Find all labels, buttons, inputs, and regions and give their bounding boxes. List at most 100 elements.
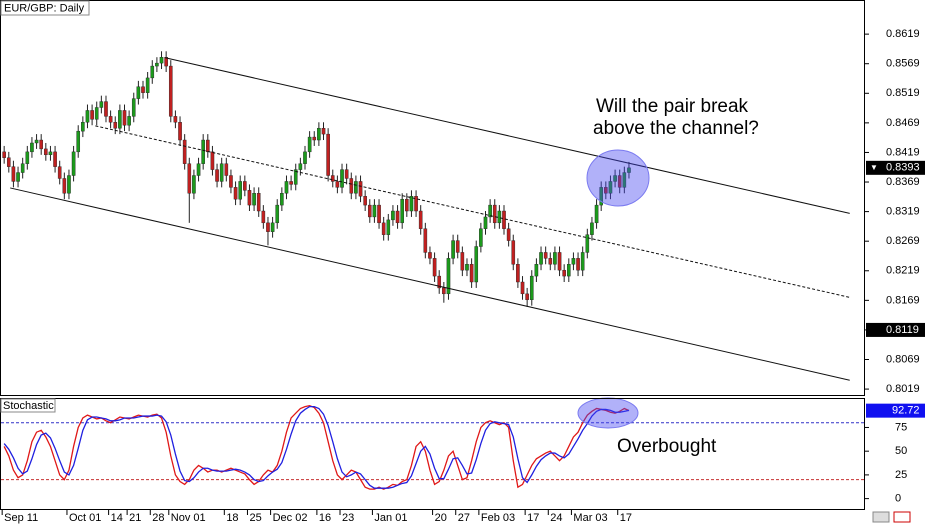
x-tick-label: 16 xyxy=(319,512,331,524)
candle-body xyxy=(363,196,367,206)
candle-body xyxy=(201,139,205,164)
y-tick-label: 0.8319 xyxy=(886,206,920,218)
candle-body xyxy=(104,101,108,117)
last-price-box xyxy=(866,160,925,175)
price-pane-frame xyxy=(0,0,865,396)
title-box xyxy=(0,0,90,16)
candle-body xyxy=(118,110,122,129)
scroll-button[interactable] xyxy=(893,511,911,523)
y-tick-label: 0 xyxy=(895,493,901,505)
candle-body xyxy=(437,275,442,289)
candle-body xyxy=(548,258,553,265)
candle-body xyxy=(414,196,418,212)
candle-body xyxy=(131,98,136,117)
candle-body xyxy=(298,163,303,170)
candle-body xyxy=(76,130,81,153)
candle-body xyxy=(312,136,317,141)
candle-body xyxy=(511,240,516,265)
candle-body xyxy=(168,65,173,117)
candle-body xyxy=(173,116,178,123)
y-tick-label: 0.8219 xyxy=(886,265,920,277)
x-tick-label: 24 xyxy=(550,512,562,524)
candle-body xyxy=(57,166,62,179)
y-tick-label: 25 xyxy=(895,469,907,481)
candle-body xyxy=(344,169,349,179)
candle-body xyxy=(247,190,252,206)
annotation: Overbought xyxy=(617,436,717,457)
candle-body xyxy=(354,181,358,194)
candle-body xyxy=(451,240,455,259)
candle-body xyxy=(608,181,613,194)
candle-body xyxy=(377,204,381,224)
candle-body xyxy=(358,181,363,197)
candle-body xyxy=(81,122,85,132)
candle-body xyxy=(372,204,377,218)
candle-body xyxy=(405,198,409,212)
candle-body xyxy=(261,210,266,224)
candle-body xyxy=(150,65,155,79)
y-tick-label: 50 xyxy=(895,445,907,457)
candle-body xyxy=(71,151,76,176)
candle-body xyxy=(479,228,483,247)
plot-area xyxy=(1,51,865,490)
candle-body xyxy=(474,246,479,283)
candle-body xyxy=(293,169,298,185)
candle-body xyxy=(557,252,562,271)
candle-body xyxy=(534,264,539,277)
candle-body xyxy=(492,204,497,224)
chart-title: EUR/GBP: Daily xyxy=(4,2,85,14)
candle-body xyxy=(113,122,118,129)
candle-body xyxy=(562,269,566,277)
y-tick-label: 0.8069 xyxy=(886,353,920,365)
candle-body xyxy=(94,107,99,120)
candle-body xyxy=(465,264,469,271)
candle-body xyxy=(529,275,534,300)
y-tick-label: 0.8269 xyxy=(886,235,920,247)
candle-body xyxy=(497,210,502,224)
candle-body xyxy=(284,181,289,194)
stoch-pane-frame xyxy=(0,398,865,510)
candle-body xyxy=(307,136,312,153)
candle-body xyxy=(317,127,321,141)
highlight-circle xyxy=(586,149,650,207)
candle-body xyxy=(187,163,192,194)
candle-body xyxy=(488,204,492,218)
title-box xyxy=(0,398,56,413)
candle-body xyxy=(34,139,39,144)
candle-body xyxy=(395,210,400,224)
scroll-button[interactable] xyxy=(872,511,890,523)
x-tick-label: 17 xyxy=(527,512,539,524)
candle-body xyxy=(192,175,196,194)
candle-body xyxy=(604,187,608,194)
candle-body xyxy=(20,163,25,173)
stoch-line xyxy=(3,405,630,489)
candle-body xyxy=(622,172,627,188)
candle-body xyxy=(53,151,57,167)
candle-body xyxy=(446,258,451,295)
candle-body xyxy=(599,187,603,206)
candle-body xyxy=(280,193,284,206)
candle-body xyxy=(455,240,460,253)
last-price-label: 0.8393 xyxy=(886,162,920,174)
candle-body xyxy=(182,139,187,164)
candle-body xyxy=(39,139,43,150)
candle-body xyxy=(391,210,395,221)
y-tick-label: 0.8469 xyxy=(886,117,920,129)
candle-body xyxy=(270,222,275,232)
candle-body xyxy=(381,222,386,235)
candle-body xyxy=(516,264,520,283)
y-tick-label: 0.8569 xyxy=(886,58,920,70)
candle-body xyxy=(400,198,404,224)
candle-body xyxy=(483,216,488,229)
candle-body xyxy=(44,148,48,156)
candle-body xyxy=(6,157,11,167)
candle-body xyxy=(215,169,219,182)
x-tick-label: 27 xyxy=(458,512,470,524)
candle-body xyxy=(206,139,210,153)
candle-body xyxy=(141,86,145,93)
candle-body xyxy=(525,293,529,300)
price-marker-label: 0.8119 xyxy=(886,324,919,336)
x-tick-label: Oct 01 xyxy=(69,512,101,524)
candle-body xyxy=(233,187,238,200)
x-tick-label: Nov 01 xyxy=(171,512,206,524)
